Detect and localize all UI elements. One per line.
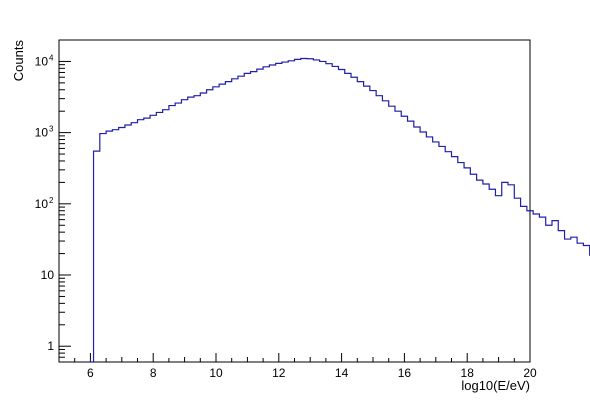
plot-frame [58,39,531,363]
x-tick-label: 12 [272,366,286,380]
x-axis-label: log10(E/eV) [461,378,530,393]
y-tick-exponent: 2 [49,196,54,205]
x-tick-label: 18 [461,366,475,380]
y-tick-label: 10 [35,54,49,68]
y-tick-label: 1 [47,339,54,353]
y-axis-label: Counts [11,40,26,82]
x-tick-label: 10 [209,366,223,380]
x-tick-label: 8 [150,366,157,380]
y-tick-exponent: 3 [49,125,54,134]
x-tick-label: 16 [398,366,412,380]
x-tick-label: 14 [335,366,349,380]
x-tick-label: 20 [523,366,537,380]
y-tick-label: 10 [35,197,49,211]
histogram-series-line [87,57,590,363]
x-tick-label: 6 [87,366,94,380]
y-tick-label: 10 [41,268,55,282]
y-tick-exponent: 4 [49,53,54,62]
x-axis-ticks: 6 8 10 12 14 16 18 20 [58,353,537,380]
y-tick-label: 10 [35,126,49,140]
